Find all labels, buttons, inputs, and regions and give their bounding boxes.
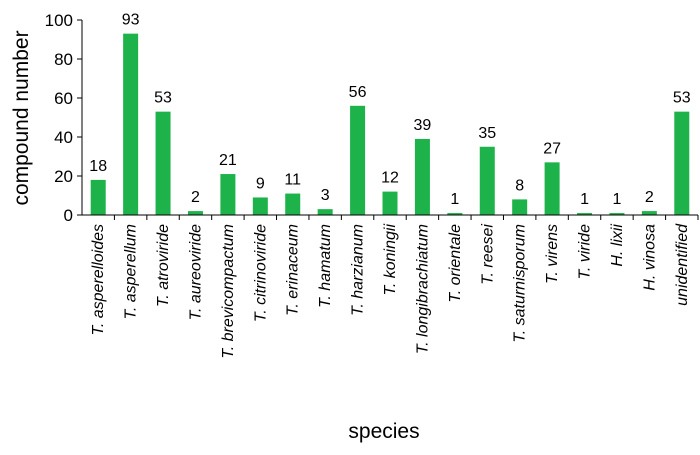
x-tick-label: T. virens (544, 224, 561, 284)
bar (317, 209, 333, 215)
x-tick-label: T. saturnisporum (512, 224, 529, 343)
bar (479, 146, 495, 215)
y-axis: 0 20 40 60 80 100 (45, 11, 83, 225)
data-label: 9 (256, 175, 265, 192)
data-label: 11 (284, 172, 301, 189)
x-tick-label: H. vinosa (641, 224, 658, 291)
bar (155, 111, 171, 215)
bar (187, 211, 203, 215)
data-label: 1 (580, 191, 589, 208)
x-axis-title: species (348, 420, 419, 443)
x-tick-label: T. citrinoviride (252, 224, 269, 322)
x-tick-label: T. koningii (382, 224, 399, 296)
y-tick-label: 0 (64, 206, 73, 225)
bar (285, 193, 301, 215)
bar (577, 213, 593, 215)
x-tick-label: T. reesei (479, 224, 496, 285)
bar (220, 174, 236, 215)
bar (641, 211, 657, 215)
data-label: 1 (612, 191, 621, 208)
x-tick-label: T. atroviride (155, 224, 172, 307)
x-tick-label: unidentified (674, 223, 691, 306)
bar (544, 162, 560, 215)
bar (90, 179, 106, 215)
bar (674, 111, 690, 215)
x-tick-label: T. longibrachiatum (414, 224, 431, 354)
y-tick-label: 60 (54, 89, 73, 108)
bars-group (90, 33, 690, 216)
data-label: 2 (645, 189, 654, 206)
bar (350, 105, 366, 215)
bar (609, 213, 625, 215)
data-label: 1 (450, 191, 459, 208)
x-tick-label: T. asperellum (123, 224, 140, 319)
x-tick-label: T. aureoviride (187, 224, 204, 320)
data-label: 12 (381, 170, 399, 187)
bar (447, 213, 463, 215)
bar (414, 138, 430, 215)
y-tick-label: 80 (54, 50, 73, 69)
data-label: 3 (321, 187, 330, 204)
data-label: 53 (673, 90, 691, 107)
data-label: 2 (191, 189, 200, 206)
x-tick-label: T. harzianum (350, 224, 367, 316)
data-label: 53 (154, 90, 172, 107)
x-axis: T. asperelloides T. asperellum T. atroviri… (82, 214, 699, 359)
bar (382, 191, 398, 215)
data-label: 8 (515, 177, 524, 194)
y-axis-title: compound number (10, 30, 33, 205)
bar (123, 33, 139, 216)
data-label: 27 (543, 140, 561, 157)
bar (252, 197, 268, 215)
y-tick-label: 20 (54, 167, 73, 186)
x-tick-label: T. erinaceum (285, 224, 302, 316)
y-tick-label: 40 (54, 128, 73, 147)
data-label: 56 (349, 84, 367, 101)
x-tick-label: T. orientale (447, 224, 464, 303)
x-tick-label: T. hamatum (317, 224, 334, 308)
data-label: 21 (219, 152, 237, 169)
data-label: 93 (122, 12, 140, 29)
y-tick-label: 100 (45, 11, 73, 30)
x-tick-label: T. viride (577, 224, 594, 280)
x-tick-label: T. brevicompactum (220, 224, 237, 359)
data-label: 39 (414, 117, 432, 134)
x-tick-label: T. asperelloides (90, 224, 107, 335)
data-label: 18 (89, 158, 107, 175)
x-tick-label: H. lixii (609, 224, 626, 267)
data-label: 35 (478, 125, 496, 142)
bar (512, 199, 528, 215)
